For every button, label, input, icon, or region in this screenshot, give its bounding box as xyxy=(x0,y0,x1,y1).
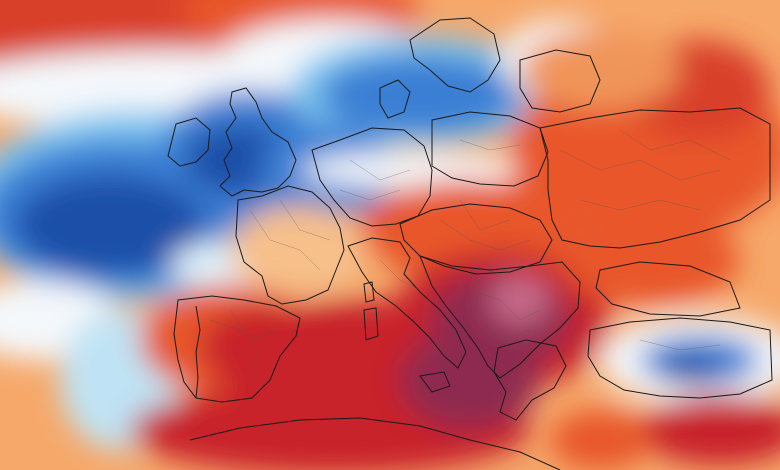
subregion-borders xyxy=(209,129,731,381)
country-borders xyxy=(167,17,773,470)
